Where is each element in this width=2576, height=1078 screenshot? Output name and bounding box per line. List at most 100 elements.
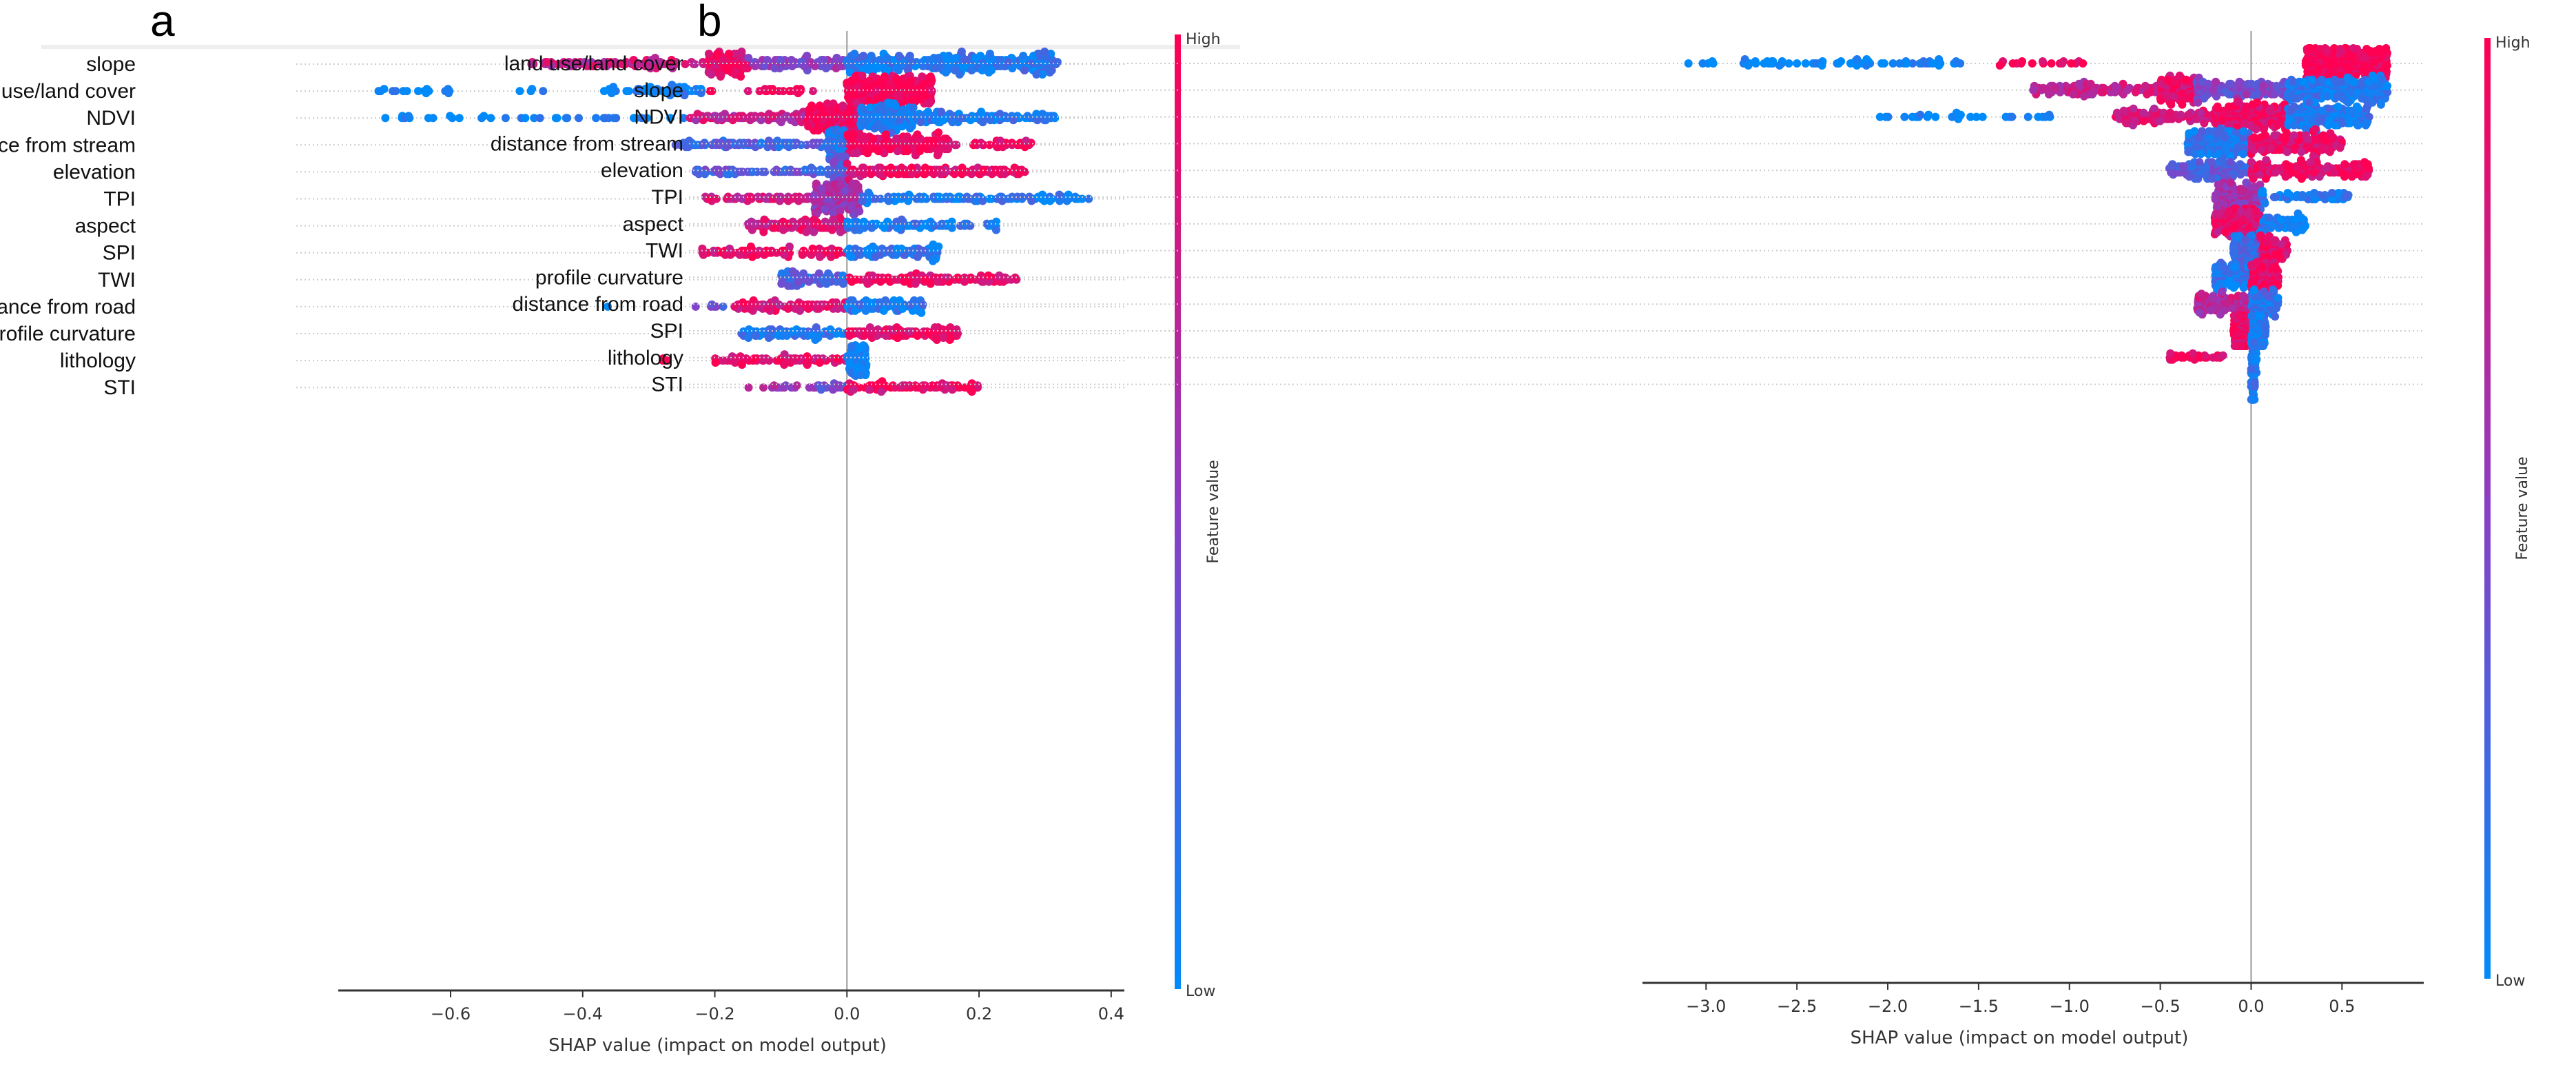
data-point <box>711 358 720 367</box>
data-point <box>1862 55 1871 63</box>
data-point <box>810 227 818 236</box>
data-point <box>721 110 729 119</box>
data-point <box>785 167 794 176</box>
data-point <box>883 217 892 226</box>
data-point <box>870 124 879 133</box>
data-point <box>852 99 861 108</box>
feature-label: profile curvature <box>0 323 136 345</box>
data-point <box>996 110 1004 119</box>
data-point <box>725 50 733 58</box>
data-point <box>970 114 978 123</box>
data-point <box>750 354 759 363</box>
data-point <box>2209 85 2218 94</box>
data-point <box>736 167 745 176</box>
data-point <box>860 170 869 179</box>
data-point <box>739 298 748 307</box>
data-point <box>610 58 619 66</box>
data-point <box>849 385 858 394</box>
data-point <box>933 277 942 286</box>
data-point <box>951 66 960 74</box>
data-point <box>2242 90 2251 99</box>
data-point <box>880 72 889 81</box>
data-point <box>851 244 860 253</box>
data-point <box>2364 77 2373 86</box>
feature-label: SPI <box>650 320 683 343</box>
data-point <box>1972 112 1981 121</box>
data-point <box>1020 143 1029 152</box>
data-point <box>868 271 877 280</box>
data-point <box>909 103 918 112</box>
data-point <box>871 252 880 261</box>
data-point <box>1895 59 1904 68</box>
data-point <box>761 85 770 94</box>
data-point <box>2301 61 2310 70</box>
data-point <box>767 325 776 334</box>
data-point <box>942 134 951 143</box>
data-point <box>2225 79 2234 88</box>
data-point <box>874 163 883 172</box>
feature-points-profile-curvature <box>737 323 962 344</box>
data-point <box>791 304 800 313</box>
feature-label: profile curvature <box>535 266 683 289</box>
x-tick-label: −0.6 <box>431 1004 471 1024</box>
data-point <box>895 296 904 305</box>
data-point <box>2028 59 2037 68</box>
data-point <box>798 250 807 259</box>
feature-label: SPI <box>103 242 136 265</box>
data-point <box>827 252 836 261</box>
data-point <box>792 354 801 363</box>
data-point <box>865 77 874 85</box>
data-point <box>666 91 674 100</box>
data-point <box>848 179 857 188</box>
data-point <box>422 89 431 98</box>
data-point <box>2283 92 2292 101</box>
data-point <box>739 139 748 148</box>
data-point <box>929 240 938 249</box>
data-point <box>768 85 777 94</box>
data-point <box>1019 52 1028 60</box>
data-point <box>985 194 994 203</box>
data-point <box>980 64 989 72</box>
data-point <box>903 147 911 156</box>
data-point <box>2336 47 2345 55</box>
data-point <box>880 108 889 116</box>
data-point <box>900 381 909 390</box>
data-point <box>2059 57 2068 65</box>
data-point <box>986 116 995 125</box>
data-point <box>598 62 607 70</box>
data-point <box>907 58 916 66</box>
data-point <box>892 74 901 83</box>
data-point <box>2113 83 2122 92</box>
data-point <box>858 196 867 205</box>
data-point <box>1956 59 1965 68</box>
x-tick-label: 0.2 <box>966 1004 992 1024</box>
data-point <box>1801 59 1810 68</box>
data-point <box>599 87 608 96</box>
data-point <box>832 298 841 307</box>
data-point <box>589 62 598 70</box>
data-point <box>886 145 895 154</box>
data-point <box>877 387 886 396</box>
feature-label: slope <box>86 53 136 76</box>
data-point <box>1038 70 1047 79</box>
data-point <box>903 132 911 141</box>
data-point <box>2299 77 2308 86</box>
data-point <box>883 66 892 74</box>
feature-label: STI <box>103 376 136 399</box>
data-point <box>900 277 909 286</box>
data-point <box>2067 59 2076 68</box>
data-point <box>902 83 911 92</box>
data-point <box>1708 57 1717 65</box>
feature-points-slope <box>527 48 1062 81</box>
data-point <box>787 116 796 125</box>
data-point <box>2307 75 2316 84</box>
data-point <box>609 83 618 92</box>
data-point <box>785 242 794 251</box>
data-point <box>933 151 942 160</box>
data-point <box>1915 59 1924 68</box>
data-point <box>551 114 560 123</box>
feature-label: distance from road <box>0 296 136 318</box>
data-point <box>814 269 823 278</box>
data-point <box>865 97 874 106</box>
